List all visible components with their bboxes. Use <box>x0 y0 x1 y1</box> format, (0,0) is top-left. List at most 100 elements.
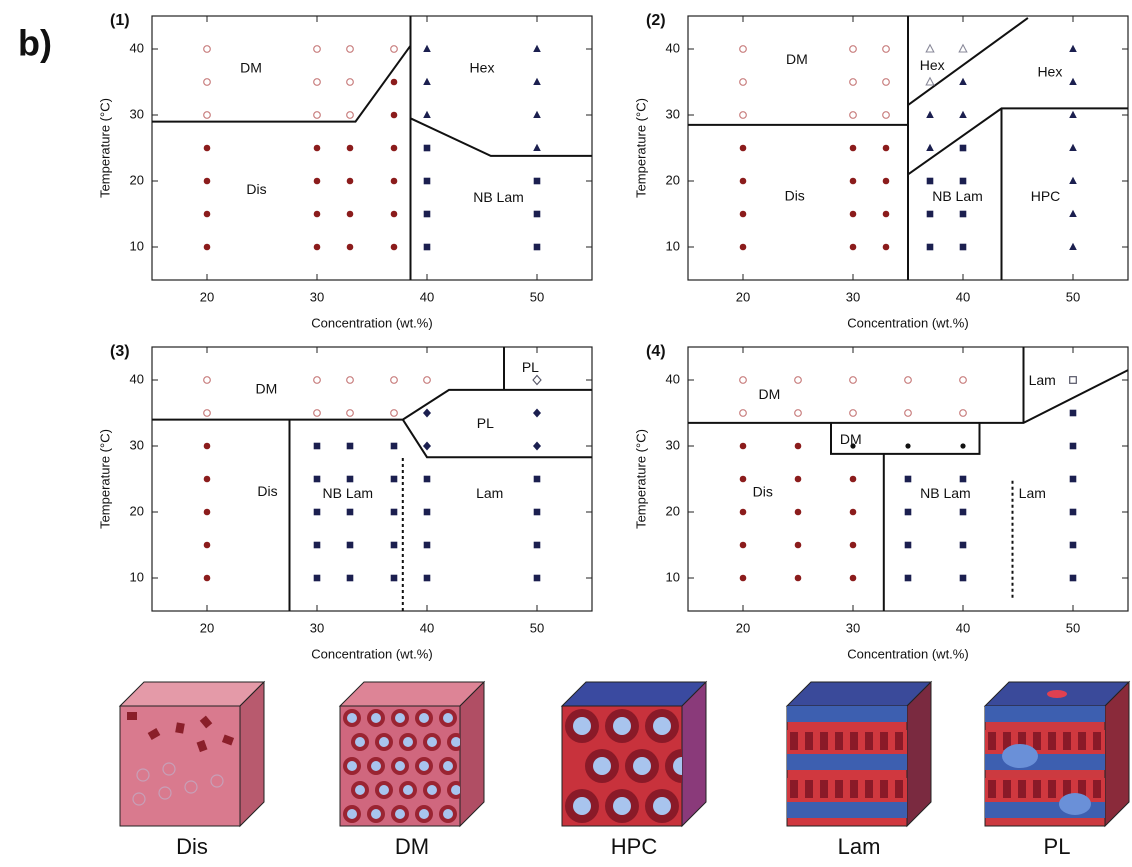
point <box>423 44 431 52</box>
point <box>203 144 211 152</box>
x-tick-label: 30 <box>310 289 324 304</box>
point <box>313 210 321 218</box>
cube-pattern <box>787 706 907 818</box>
point <box>959 409 967 417</box>
point <box>960 443 966 449</box>
phase-boundary <box>830 422 981 455</box>
phase-boundary <box>907 107 1128 176</box>
brush <box>895 780 903 798</box>
cube-top <box>118 681 266 707</box>
x-tick-label: 40 <box>956 289 970 304</box>
point <box>203 210 211 218</box>
x-tick-label: 40 <box>956 620 970 635</box>
point <box>346 409 354 417</box>
point <box>1069 143 1077 151</box>
point <box>739 475 747 483</box>
point <box>739 144 747 152</box>
phase-boundary <box>152 388 592 421</box>
region-label: Dis <box>257 483 277 499</box>
region-label: Hex <box>470 60 495 76</box>
point <box>423 441 431 451</box>
brush <box>835 732 843 750</box>
y-tick-label: 10 <box>130 238 144 253</box>
point <box>926 177 934 185</box>
point <box>959 243 967 251</box>
point <box>390 177 398 185</box>
perforation <box>1002 744 1038 768</box>
brush <box>1048 732 1056 750</box>
point <box>959 144 967 152</box>
micelle-core <box>347 761 357 771</box>
point <box>904 541 912 549</box>
x-tick-label: 20 <box>200 620 214 635</box>
point <box>925 76 935 86</box>
x-tick-label: 30 <box>846 620 860 635</box>
point <box>958 43 968 53</box>
x-tick-label: 50 <box>1066 620 1080 635</box>
micelle <box>210 774 224 788</box>
point <box>904 376 912 384</box>
brush <box>835 780 843 798</box>
y-tick-label: 20 <box>130 503 144 518</box>
layer <box>787 706 907 722</box>
point <box>203 111 211 119</box>
cube-top <box>560 681 708 707</box>
point <box>1069 176 1077 184</box>
cylinder-core <box>653 797 671 815</box>
point <box>313 508 321 516</box>
point <box>904 409 912 417</box>
point <box>203 541 211 549</box>
brush <box>805 732 813 750</box>
point <box>794 508 802 516</box>
micelle-core <box>443 809 453 819</box>
layer <box>985 706 1105 722</box>
micelle-core <box>395 761 405 771</box>
cube-illustration: Dis <box>118 680 266 859</box>
point <box>203 409 211 417</box>
brush <box>1018 780 1026 798</box>
cube-pattern <box>343 709 460 823</box>
point <box>532 374 542 386</box>
point <box>390 442 398 450</box>
cube-pattern <box>127 712 235 806</box>
point <box>794 376 802 384</box>
region-label: Lam <box>476 485 503 501</box>
point <box>423 508 431 516</box>
cylinder-core <box>573 717 591 735</box>
point <box>1069 44 1077 52</box>
point <box>313 442 321 450</box>
point <box>346 442 354 450</box>
brush <box>1063 780 1071 798</box>
y-tick-label: 20 <box>130 172 144 187</box>
point <box>346 177 354 185</box>
cylinder-core <box>633 757 651 775</box>
point <box>849 409 857 417</box>
point <box>1069 508 1077 516</box>
plot-frame <box>687 346 1129 612</box>
x-axis-label: Concentration (wt.%) <box>311 646 432 661</box>
point <box>203 78 211 86</box>
cube-illustration: PL <box>983 680 1131 859</box>
cylinder-core <box>653 717 671 735</box>
micelle-core <box>403 785 413 795</box>
brush <box>1033 732 1041 750</box>
point <box>533 574 541 582</box>
point <box>882 78 890 86</box>
point <box>346 111 354 119</box>
point <box>1069 409 1077 417</box>
phase-diagram: 20 30 40 50 10 20 30 40 Concentration (wt.%) Temp… <box>97 343 593 661</box>
point <box>849 508 857 516</box>
point <box>849 243 857 251</box>
brush <box>1078 732 1086 750</box>
point <box>203 45 211 53</box>
point <box>313 376 321 384</box>
micelle-core <box>355 737 365 747</box>
micelle <box>158 786 172 800</box>
illustration-label: Dis <box>176 834 208 859</box>
cube-illustration: DM <box>338 680 486 859</box>
point <box>882 177 890 185</box>
point <box>423 574 431 582</box>
cylinder-core <box>673 757 682 775</box>
point <box>203 508 211 516</box>
point <box>904 508 912 516</box>
